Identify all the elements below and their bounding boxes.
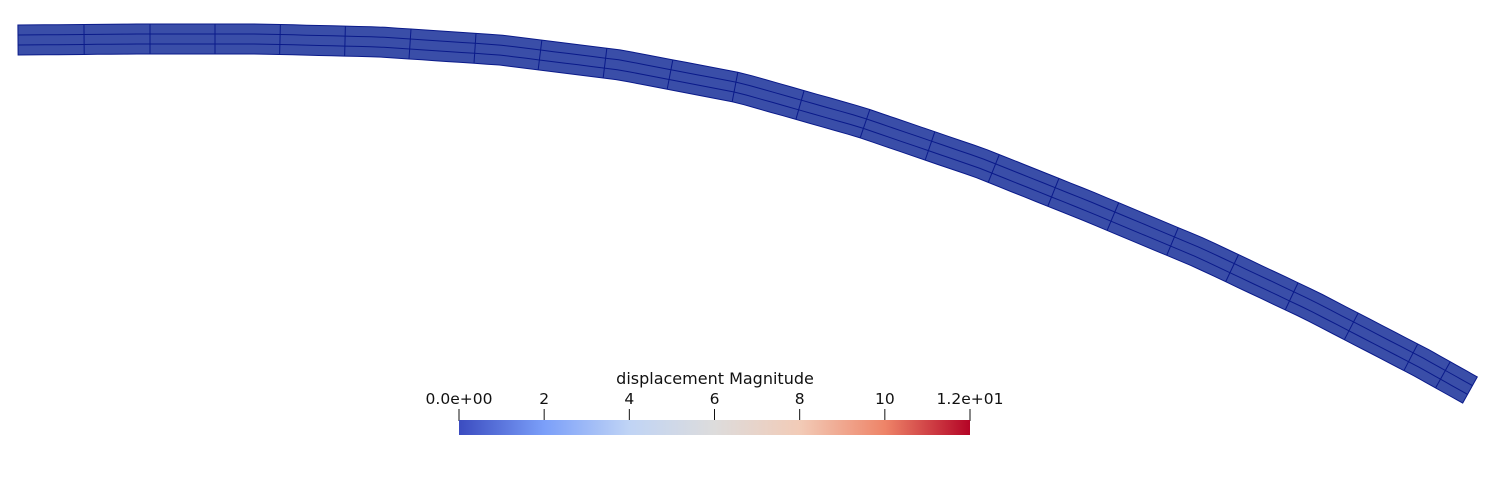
mesh-line-transverse	[1047, 178, 1060, 207]
mesh-line-transverse	[666, 59, 674, 90]
mesh-line-transverse	[279, 24, 281, 55]
colorbar-tick-label: 4	[624, 390, 634, 408]
mesh-line-transverse	[602, 48, 608, 79]
colorbar-tick-label: 1.2e+01	[937, 390, 1004, 408]
mesh-line-transverse	[1225, 254, 1239, 282]
mesh-line-transverse	[731, 72, 739, 102]
mesh-line-transverse	[859, 109, 871, 139]
deformed-beam-mesh	[17, 23, 1478, 404]
mesh-line-transverse	[537, 40, 543, 70]
colorbar-tick-label: 2	[539, 390, 549, 408]
colorbar-tick-label: 10	[875, 390, 895, 408]
colorbar-tick-label: 8	[795, 390, 805, 408]
colorbar-legend: displacement Magnitude 0.0e+00 2 4 6 8 10 1.2e…	[426, 369, 1004, 435]
mesh-line-transverse	[1284, 282, 1299, 311]
mesh-line-transverse	[924, 131, 936, 161]
mesh-line-transverse	[408, 28, 412, 60]
mesh-line-transverse	[1403, 343, 1419, 371]
mesh-line-transverse	[1166, 227, 1179, 256]
colorbar-tick-label: 0.0e+00	[426, 390, 493, 408]
mesh-line-transverse	[1343, 312, 1359, 340]
colorbar-ticks: 0.0e+00 2 4 6 8 10 1.2e+01	[426, 390, 1004, 421]
colorbar-gradient	[459, 420, 970, 435]
beam-body	[17, 23, 1478, 404]
mesh-line-transverse	[1106, 202, 1120, 231]
colorbar-title: displacement Magnitude	[616, 369, 814, 388]
mesh-line-transverse	[987, 154, 1000, 183]
colorbar-tick-label: 6	[710, 390, 720, 408]
mesh-line-transverse	[344, 26, 346, 57]
mesh-line-transverse	[473, 33, 477, 64]
mesh-line-transverse	[1435, 361, 1451, 389]
mesh-line-transverse	[795, 90, 805, 120]
